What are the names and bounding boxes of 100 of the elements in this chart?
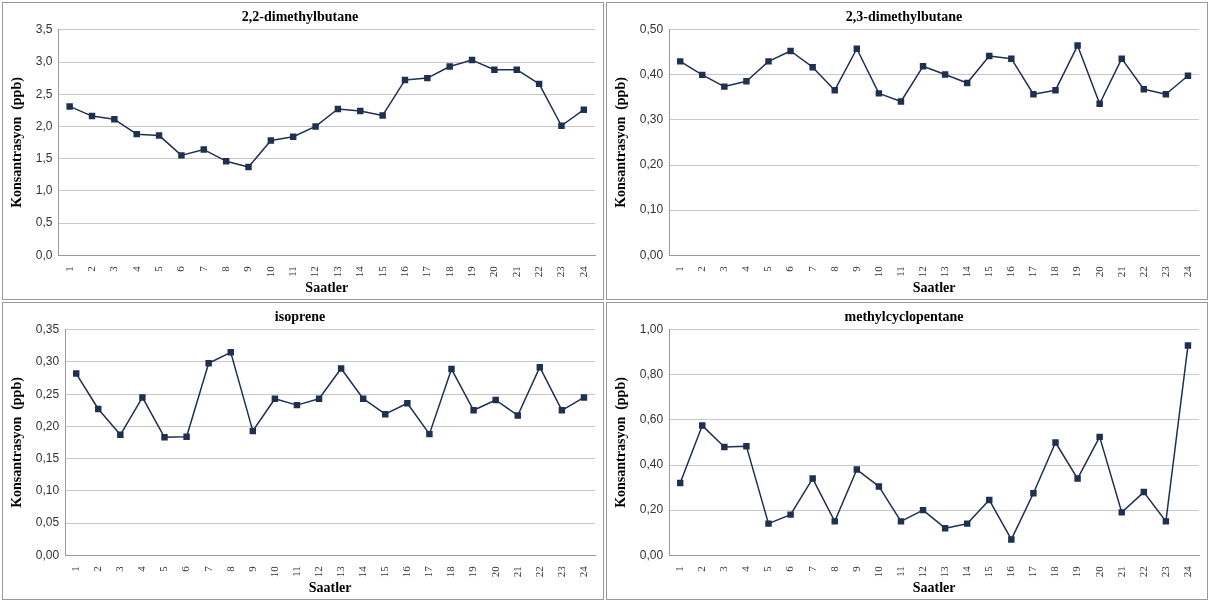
x-tick-label: 14 — [960, 565, 973, 578]
y-tick-label: 0,20 — [35, 418, 60, 433]
point — [446, 63, 453, 70]
point — [271, 395, 279, 402]
x-tick-label: 24 — [1180, 265, 1193, 278]
chart-title: 2,2-dimethylbutane — [241, 9, 359, 25]
x-tick-label: 18 — [444, 565, 457, 578]
x-tick-label: 24 — [576, 565, 589, 578]
point — [787, 47, 794, 55]
y-tick-label: 2,5 — [35, 86, 53, 101]
x-tick-label: 22 — [532, 266, 544, 278]
point — [536, 363, 544, 371]
y-tick-label: 0,50 — [639, 22, 664, 37]
point — [293, 401, 301, 409]
point — [1140, 488, 1148, 496]
point — [1030, 91, 1037, 98]
x-tick-label: 16 — [400, 565, 413, 578]
x-tick-label: 1 — [673, 566, 686, 572]
x-tick-label: 6 — [783, 265, 796, 272]
x-tick-label: 3 — [717, 565, 730, 572]
point — [986, 496, 993, 504]
point — [831, 86, 838, 94]
point — [267, 137, 275, 144]
x-tick-label: 7 — [805, 565, 818, 572]
y-tick-label: 0,30 — [639, 112, 664, 127]
point — [963, 79, 971, 87]
point — [1008, 536, 1015, 543]
point — [721, 83, 728, 90]
point — [558, 407, 566, 414]
x-tick-label: 24 — [576, 265, 589, 278]
x-tick-label: 16 — [1004, 265, 1017, 278]
y-tick-label: 0,00 — [639, 247, 664, 262]
x-tick-label: 18 — [1048, 565, 1061, 578]
point — [699, 422, 706, 429]
x-tick-label: 10 — [263, 265, 276, 278]
point — [580, 106, 588, 113]
y-tick-label: 0,25 — [35, 386, 60, 401]
y-tick-label: 0,40 — [639, 67, 664, 82]
point — [337, 365, 345, 372]
point — [426, 430, 433, 438]
point — [155, 132, 163, 139]
x-tick-label: 19 — [1070, 565, 1083, 578]
point — [1074, 42, 1081, 49]
x-tick-label: 21 — [509, 266, 522, 278]
x-tick-label: 9 — [241, 265, 254, 272]
point — [809, 63, 816, 71]
x-tick-label: 11 — [289, 566, 302, 577]
chart-title: isoprene — [274, 309, 326, 325]
point — [1074, 475, 1081, 482]
point — [492, 396, 499, 404]
point — [853, 466, 861, 473]
x-tick-label: 15 — [375, 265, 388, 278]
point — [334, 105, 342, 113]
y-tick-label: 0,20 — [639, 157, 664, 172]
point — [514, 412, 521, 419]
point — [1096, 100, 1103, 107]
x-tick-label: 24 — [1180, 565, 1193, 578]
point — [1162, 91, 1170, 98]
x-tick-label: 5 — [761, 565, 774, 572]
point — [875, 90, 883, 97]
x-tick-label: 10 — [267, 565, 280, 578]
point — [289, 133, 297, 140]
x-tick-label: 22 — [1136, 266, 1149, 278]
x-tick-label: 7 — [805, 265, 818, 272]
x-tick-label: 5 — [157, 565, 170, 572]
x-tick-label: 11 — [893, 266, 906, 277]
x-tick-label: 6 — [783, 565, 796, 572]
point — [245, 163, 252, 171]
point — [88, 112, 96, 120]
x-tick-label: 8 — [223, 565, 236, 572]
point — [1118, 55, 1125, 62]
x-tick-label: 13 — [330, 265, 343, 278]
point — [448, 365, 455, 373]
x-tick-label: 22 — [1136, 566, 1149, 578]
x-tick-label: 17 — [420, 265, 433, 278]
y-tick-label: 1,00 — [639, 322, 664, 337]
point — [765, 58, 772, 65]
y-tick-label: 1,5 — [35, 150, 53, 165]
x-axis-title: Saatler — [308, 580, 352, 596]
point — [1052, 439, 1059, 446]
x-tick-label: 2 — [91, 566, 104, 572]
y-tick-label: 0,05 — [35, 515, 60, 530]
x-tick-label: 1 — [62, 266, 75, 272]
x-tick-label: 8 — [219, 265, 232, 272]
x-axis-title: Saatler — [305, 280, 349, 296]
point — [66, 103, 73, 110]
y-tick-label: 3,5 — [35, 22, 53, 37]
point — [139, 394, 146, 401]
point — [183, 433, 190, 440]
x-tick-label: 2 — [695, 266, 708, 272]
y-tick-label: 3,0 — [35, 54, 53, 69]
x-tick-label: 3 — [717, 265, 730, 272]
point — [919, 63, 927, 70]
y-tick-label: 0,00 — [639, 547, 664, 562]
x-tick-label: 4 — [739, 565, 752, 572]
point — [1162, 518, 1170, 525]
y-tick-label: 2,0 — [35, 118, 53, 133]
x-tick-label: 20 — [488, 565, 501, 578]
point — [941, 524, 949, 532]
point — [963, 520, 971, 527]
